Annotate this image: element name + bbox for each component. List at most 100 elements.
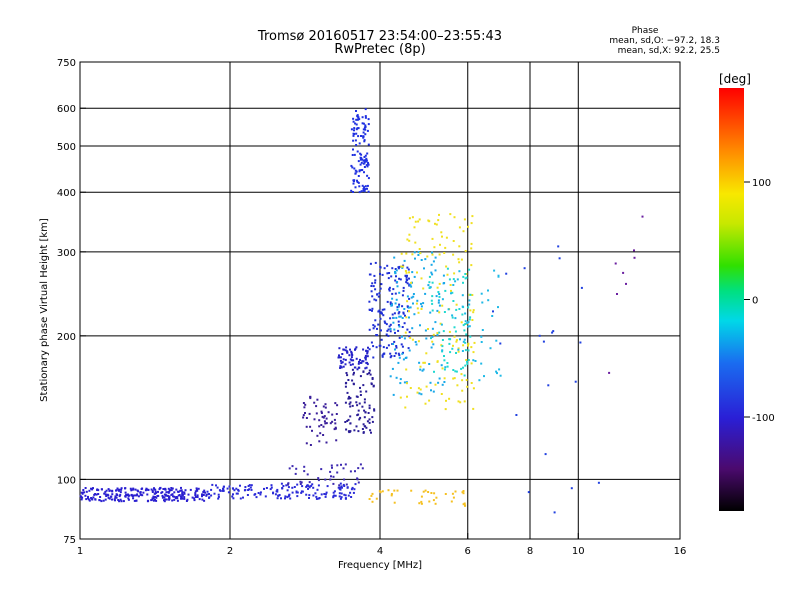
scatter-point [404, 406, 407, 409]
scatter-point [226, 487, 229, 490]
scatter-point [397, 305, 400, 308]
scatter-point [345, 428, 348, 431]
scatter-point [119, 491, 122, 494]
scatter-point [345, 483, 348, 486]
scatter-point [359, 416, 362, 419]
scatter-point [304, 412, 306, 414]
scatter-point [359, 375, 362, 378]
scatter-point [407, 347, 410, 350]
scatter-point [443, 359, 446, 362]
scatter-point [210, 494, 213, 497]
scatter-point [344, 497, 347, 500]
scatter-point [397, 324, 400, 326]
scatter-point [163, 496, 166, 499]
scatter-point [450, 292, 452, 295]
scatter-point [443, 311, 446, 313]
scatter-point [496, 372, 498, 375]
scatter-point [316, 398, 319, 401]
scatter-point [350, 350, 353, 353]
scatter-point [389, 330, 392, 333]
scatter-point [324, 493, 327, 496]
scatter-point [393, 328, 396, 331]
scatter-point [287, 495, 290, 498]
scatter-point [361, 428, 364, 430]
scatter-point [363, 140, 366, 143]
scatter-point [444, 289, 447, 292]
scatter-point [434, 383, 437, 386]
scatter-point [347, 379, 350, 381]
x-tick-label: 2 [227, 546, 233, 557]
scatter-point [312, 486, 315, 489]
scatter-point [210, 488, 213, 491]
scatter-point [341, 486, 343, 489]
scatter-point [444, 493, 447, 495]
scatter-point [386, 300, 389, 303]
scatter-point [352, 373, 355, 376]
scatter-point [278, 494, 281, 496]
scatter-point [404, 314, 406, 317]
scatter-point [359, 358, 361, 361]
scatter-point [338, 354, 340, 357]
scatter-point [441, 304, 444, 307]
scatter-point [324, 403, 327, 406]
scatter-point [354, 470, 356, 473]
scatter-point [376, 293, 379, 296]
scatter-point [168, 490, 171, 493]
scatter-point [351, 486, 354, 489]
scatter-point [308, 486, 311, 489]
scatter-point [107, 494, 110, 497]
scatter-point [145, 487, 148, 490]
scatter-point [330, 475, 332, 478]
scatter-point [189, 488, 192, 491]
x-tick-label: 8 [527, 546, 533, 557]
scatter-point [355, 123, 358, 126]
scatter-point [205, 494, 208, 497]
scatter-point [365, 157, 368, 160]
scatter-point [358, 118, 361, 121]
scatter-point [416, 299, 419, 302]
scatter-point [157, 490, 159, 493]
scatter-point [432, 333, 435, 336]
scatter-point [168, 495, 171, 498]
scatter-point [345, 381, 348, 384]
scatter-point [373, 409, 376, 412]
scatter-point [309, 425, 312, 428]
scatter-point [170, 487, 173, 489]
scatter-point [259, 491, 262, 494]
scatter-point [309, 397, 312, 400]
scatter-point [387, 328, 390, 331]
scatter-point [408, 349, 411, 352]
scatter-point [417, 254, 420, 256]
scatter-point [253, 493, 256, 496]
scatter-point [323, 493, 326, 495]
scatter-point [406, 282, 409, 285]
scatter-point [406, 382, 408, 385]
scatter-point [385, 323, 388, 326]
scatter-point [349, 422, 352, 425]
scatter-point [366, 350, 369, 353]
scatter-point [398, 265, 401, 268]
scatter-point [150, 488, 153, 491]
scatter-point [285, 484, 288, 487]
scatter-point [426, 255, 429, 258]
scatter-point [410, 489, 413, 492]
scatter-point [100, 488, 103, 491]
scatter-point [544, 453, 547, 456]
scatter-point [295, 467, 298, 470]
x-axis-label: Frequency [MHz] [338, 560, 422, 571]
scatter-point [196, 496, 199, 498]
scatter-point [171, 487, 174, 490]
scatter-point [315, 497, 318, 500]
scatter-point [499, 374, 502, 377]
scatter-point [329, 478, 332, 481]
scatter-point [419, 388, 422, 391]
scatter-point [343, 485, 346, 487]
scatter-point [221, 489, 224, 492]
scatter-point [374, 279, 377, 282]
scatter-point [401, 326, 404, 328]
scatter-point [358, 360, 360, 363]
scatter-point [464, 364, 467, 367]
scatter-point [344, 401, 347, 404]
scatter-point [406, 274, 408, 277]
